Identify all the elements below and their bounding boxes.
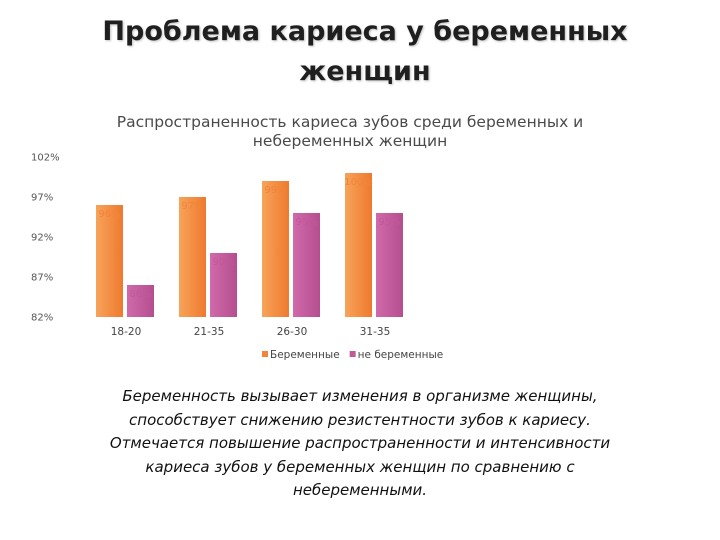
body-line-5: небеременными.: [292, 481, 428, 499]
bar-non-pregnant-26-30: [293, 213, 320, 317]
legend-label: не беременные: [358, 349, 444, 361]
data-label: 90%: [212, 257, 234, 268]
legend-label: Беременные: [270, 349, 340, 361]
x-tick-label: 26-30: [277, 326, 308, 338]
chart-title: Распространенность кариеса зубов среди б…: [80, 113, 620, 151]
x-tick-label: 18-20: [111, 326, 142, 338]
body-line-4: кариеса зубов у беременных женщин по сра…: [145, 457, 575, 476]
y-tick-label: 97%: [31, 193, 53, 204]
bar-non-pregnant-18-20: [127, 285, 154, 317]
data-label: 95%: [295, 217, 317, 228]
data-label: 100%: [344, 177, 373, 188]
x-axis: 18-20 21-35 26-30 31-35: [111, 326, 391, 338]
y-axis: 82% 87% 92% 97% 102%: [31, 153, 60, 324]
bar-pregnant-26-30: [262, 181, 289, 317]
body-line-1: Беременность вызывает изменения в органи…: [122, 387, 598, 405]
x-tick-label: 31-35: [360, 326, 391, 338]
data-label: 95%: [378, 217, 400, 228]
bar-non-pregnant-31-35: [376, 213, 403, 317]
data-label: 99%: [264, 185, 286, 196]
bars: 96% 86% 97% 90% 99% 95% 100% 95%: [96, 173, 403, 317]
slide-title: Проблема кариеса у беременных женщин: [40, 12, 690, 92]
body-line-3: Отмечается повышение распространенности …: [109, 434, 611, 452]
bar-pregnant-31-35: [345, 173, 372, 317]
legend: Беременные не беременные: [262, 349, 443, 361]
x-tick-label: 21-35: [194, 326, 225, 338]
data-label: 86%: [129, 289, 151, 300]
bar-chart: 82%87%92%97%102% 96%86%97%90%99%95%100%9…: [31, 153, 443, 362]
legend-swatch: [349, 351, 356, 357]
bar-pregnant-18-20: [96, 205, 123, 317]
legend-swatch: [262, 351, 268, 357]
y-tick-label: 92%: [31, 233, 53, 244]
y-tick-label: 82%: [31, 313, 53, 324]
y-tick-label: 102%: [31, 153, 60, 164]
data-label: 97%: [181, 201, 203, 212]
slide-title-line-2: женщин: [299, 56, 431, 87]
data-label: 96%: [98, 209, 120, 220]
slide-title-line-1: Проблема кариеса у беременных: [102, 16, 628, 47]
chart-title-line-2: небеременных женщин: [252, 132, 448, 150]
body-text: Беременность вызывает изменения в органи…: [40, 385, 680, 503]
bar-non-pregnant-21-35: [210, 253, 237, 317]
bar-pregnant-21-35: [179, 197, 206, 317]
y-tick-label: 87%: [31, 273, 53, 284]
chart-title-line-1: Распространенность кариеса зубов среди б…: [116, 113, 584, 131]
body-line-2: способствует снижению резистентности зуб…: [129, 410, 591, 429]
